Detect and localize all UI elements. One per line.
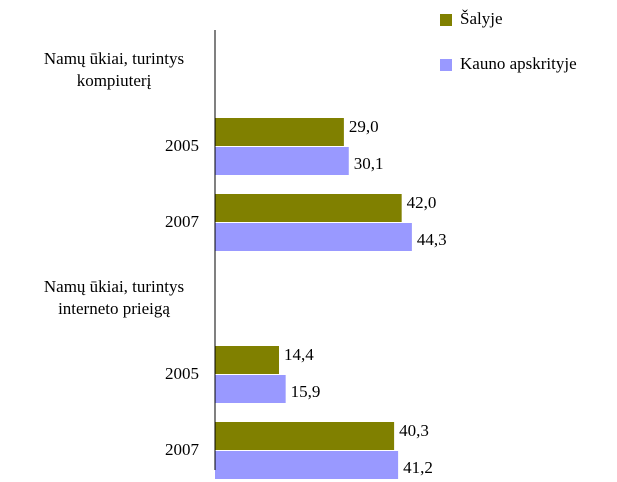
y-tick-label: 2005: [165, 364, 199, 383]
value-label: 44,3: [417, 230, 447, 249]
bar: [215, 118, 344, 146]
legend-swatch: [440, 59, 452, 71]
group-label: Namų ūkiai, turintys kompiuterį: [43, 49, 185, 90]
y-tick-label: 2007: [165, 440, 199, 459]
value-label: 29,0: [349, 117, 379, 136]
bar: [215, 223, 412, 251]
legend-label: Šalyje: [460, 9, 503, 28]
y-tick-label: 2007: [165, 212, 199, 231]
bar: [215, 422, 395, 450]
value-label: 42,0: [407, 193, 437, 212]
bar: [215, 451, 399, 479]
bar: [215, 147, 349, 175]
group-label: Namų ūkiai, turintys interneto prieigą: [43, 277, 185, 318]
value-label: 14,4: [284, 345, 314, 364]
y-tick-label: 2005: [165, 136, 199, 155]
bar: [215, 375, 286, 403]
value-label: 41,2: [403, 458, 433, 477]
value-label: 30,1: [354, 154, 384, 173]
legend-swatch: [440, 14, 452, 26]
value-label: 15,9: [291, 382, 321, 401]
value-label: 40,3: [399, 421, 429, 440]
legend-label: Kauno apskrityje: [460, 54, 577, 73]
bar: [215, 346, 279, 374]
bar: [215, 194, 402, 222]
